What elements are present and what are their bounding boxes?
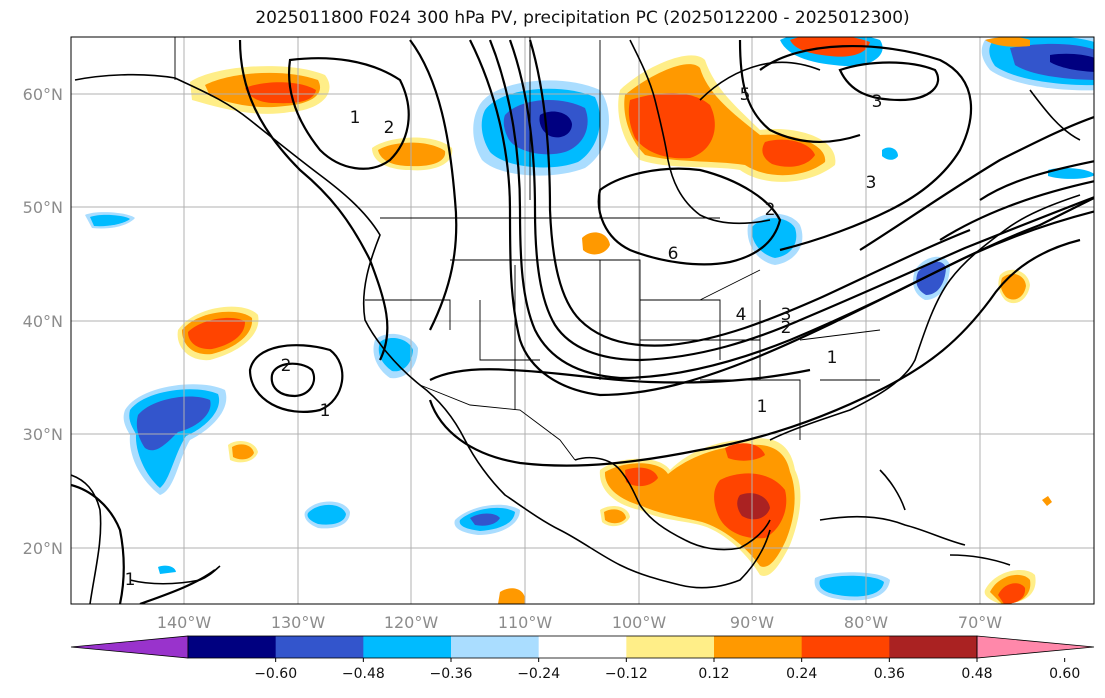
colorbar-label: 0.12 (698, 666, 729, 682)
lon-label: 140°W (157, 613, 212, 632)
lat-label: 60°N (23, 85, 63, 104)
colorbar-segment (451, 636, 540, 658)
contour-label: 3 (872, 92, 883, 112)
colorbar-segment (801, 636, 890, 658)
colorbar-label: 0.24 (786, 666, 817, 682)
contour-label: 1 (125, 570, 136, 590)
lat-label: 30°N (23, 425, 63, 444)
contour-label: 2 (765, 200, 776, 220)
lon-label: 90°W (730, 613, 774, 632)
latitude-labels: 60°N 50°N 40°N 30°N 20°N (23, 85, 63, 558)
coastlines (71, 39, 1081, 604)
map-frame (70, 36, 1095, 605)
contour-label: 1 (827, 348, 838, 368)
colorbar-extend-min (70, 635, 189, 659)
contour-label: 6 (668, 244, 679, 264)
colorbar-label: 0.60 (1049, 666, 1080, 682)
colorbar-ticks (275, 658, 1066, 662)
contour-label: 3 (866, 173, 877, 193)
lon-label: 120°W (384, 613, 439, 632)
contour-label: 1 (320, 401, 331, 421)
contour-label: 4 (736, 305, 747, 325)
colorbar: −0.60 −0.48 −0.36 −0.24 −0.12 0.12 0.24 0.36 0.4… (70, 635, 1095, 682)
colorbar-segment (626, 636, 715, 658)
colorbar-segment (363, 636, 452, 658)
colorbar-segments (70, 635, 1095, 659)
lat-label: 50°N (23, 198, 63, 217)
colorbar-label: −0.60 (254, 666, 297, 682)
pv-contours (71, 39, 1094, 604)
colorbar-label: −0.24 (517, 666, 560, 682)
colorbar-segment (889, 636, 978, 658)
contour-label: 5 (740, 85, 751, 105)
precipitation-shading (85, 37, 1094, 604)
colorbar-label: −0.12 (605, 666, 648, 682)
colorbar-segment (538, 636, 627, 658)
longitude-labels: 140°W 130°W 120°W 110°W 100°W 90°W 80°W … (157, 613, 1002, 632)
contour-labels: 2 1 3 2 5 3 6 4 3 2 1 1 2 1 1 (125, 85, 883, 590)
colorbar-label: 0.48 (961, 666, 992, 682)
lat-label: 20°N (23, 539, 63, 558)
colorbar-label: −0.36 (430, 666, 473, 682)
colorbar-label: 0.36 (874, 666, 905, 682)
lon-label: 130°W (271, 613, 326, 632)
lat-label: 40°N (23, 312, 63, 331)
colorbar-segment (275, 636, 364, 658)
contour-label: 1 (350, 108, 361, 128)
lon-label: 110°W (498, 613, 553, 632)
contour-label: 2 (281, 356, 292, 376)
graticule (71, 37, 1094, 604)
lon-label: 70°W (958, 613, 1002, 632)
colorbar-label: −0.48 (342, 666, 385, 682)
contour-label: 1 (757, 397, 768, 417)
colorbar-segment (714, 636, 803, 658)
lon-label: 80°W (844, 613, 888, 632)
contour-label: 2 (384, 118, 395, 138)
contour-label: 3 (781, 305, 792, 325)
lon-label: 100°W (612, 613, 667, 632)
colorbar-labels: −0.60 −0.48 −0.36 −0.24 −0.12 0.12 0.24 0.36 0.4… (254, 666, 1080, 682)
map-title: 2025011800 F024 300 hPa PV, precipitatio… (255, 8, 910, 28)
colorbar-extend-max (976, 635, 1095, 659)
colorbar-outline (187, 635, 978, 659)
contour-label: 2 (781, 318, 792, 338)
colorbar-segment (188, 636, 277, 658)
